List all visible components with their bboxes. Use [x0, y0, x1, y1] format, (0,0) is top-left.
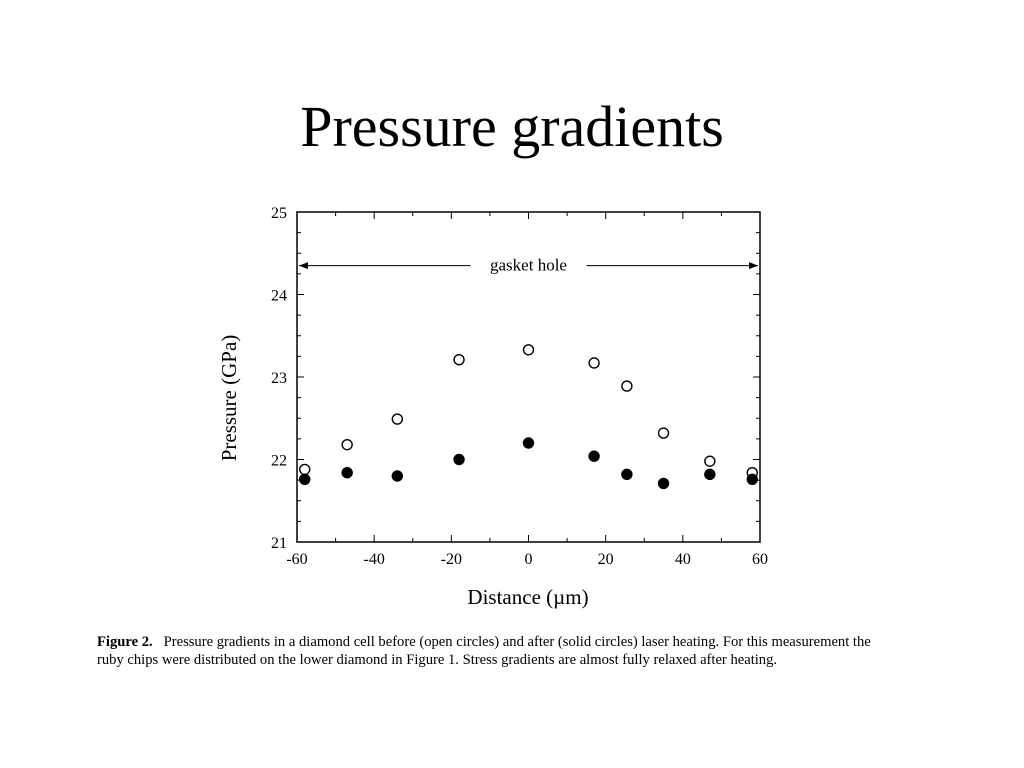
- y-tick-label: 21: [271, 535, 287, 552]
- y-tick-label: 25: [271, 205, 287, 222]
- y-tick-label: 22: [271, 453, 287, 470]
- open-circle-point: [657, 427, 670, 439]
- x-tick-labels: -60 -40 -20 0 20 40 60: [286, 551, 768, 568]
- solid-circle-point: [299, 473, 311, 485]
- solid-circle-point: [391, 470, 404, 482]
- open-circle-point: [588, 357, 600, 369]
- y-tick-label: 23: [271, 370, 287, 387]
- open-circle-point: [522, 344, 535, 356]
- slide-title: Pressure gradients: [300, 94, 724, 159]
- arrowhead-left: [299, 262, 308, 270]
- solid-circle-point: [704, 468, 716, 481]
- x-tick-label: -20: [441, 551, 462, 568]
- x-tick-label: 20: [598, 551, 614, 568]
- solid-circle-point: [522, 437, 535, 449]
- open-circle-point: [704, 455, 716, 467]
- open-circle-point: [341, 438, 353, 451]
- x-tick-label: -40: [364, 551, 385, 568]
- solid-circle-point: [621, 468, 633, 481]
- gasket-hole-annotation: gasket hole: [299, 256, 758, 275]
- open-circle-point: [453, 353, 465, 366]
- y-tick-label: 24: [271, 288, 287, 305]
- open-circle-point: [391, 413, 404, 425]
- x-tick-label: 60: [752, 551, 768, 568]
- figure-caption: Figure 2. Pressure gradients in a diamon…: [97, 633, 897, 669]
- solid-circle-point: [341, 467, 353, 479]
- x-tick-label: 40: [675, 551, 691, 568]
- open-circle-point: [621, 380, 633, 392]
- axis-ticks: [296, 211, 761, 543]
- solid-circle-point: [453, 453, 465, 466]
- solid-circle-point: [746, 473, 758, 485]
- solid-circle-point: [657, 477, 670, 490]
- y-tick-labels: 21 22 23 24 25: [271, 205, 287, 552]
- x-tick-label: 0: [525, 551, 533, 568]
- open-circle-point: [299, 463, 311, 476]
- x-axis-label: Distance (µm): [467, 585, 588, 609]
- arrowhead-right: [749, 262, 758, 270]
- caption-text: Pressure gradients in a diamond cell bef…: [97, 634, 871, 668]
- data-points: [299, 344, 758, 490]
- caption-label: Figure 2.: [97, 634, 153, 650]
- solid-circle-point: [588, 450, 600, 462]
- x-tick-label: -60: [286, 551, 307, 568]
- y-axis-label: Pressure (GPa): [217, 335, 241, 462]
- gasket-hole-label: gasket hole: [490, 256, 567, 275]
